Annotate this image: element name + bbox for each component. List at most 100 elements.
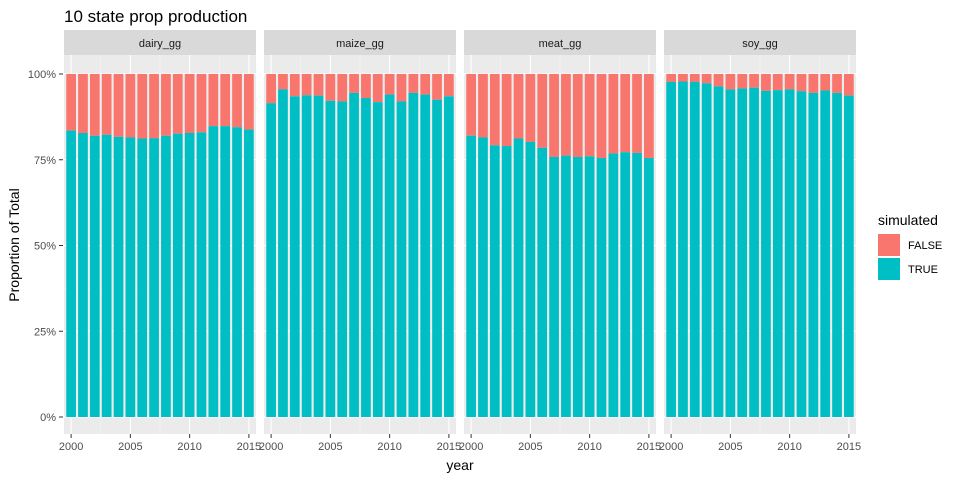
x-tick-label: 2005: [718, 441, 742, 453]
bar-true-2007: [749, 87, 759, 417]
x-tick-label: 2000: [459, 441, 483, 453]
bar-true-2014: [232, 127, 242, 417]
bar-false-2003: [701, 74, 712, 84]
bar-true-2014: [832, 92, 842, 418]
bar-true-2003: [101, 134, 112, 417]
bar-false-2013: [220, 74, 231, 127]
bar-true-2015: [444, 96, 454, 418]
x-tick-label: 2015: [237, 441, 261, 453]
bar-true-2005: [725, 89, 736, 417]
bar-false-2001: [678, 74, 688, 82]
bar-false-2002: [489, 74, 500, 146]
bar-false-2007: [349, 74, 359, 93]
x-tick-label: 2005: [318, 441, 342, 453]
bar-false-2012: [608, 74, 619, 154]
bar-false-2015: [244, 74, 254, 130]
bar-false-2003: [501, 74, 512, 147]
bar-false-2000: [66, 74, 76, 131]
bar-false-2012: [208, 74, 219, 127]
bar-true-2006: [537, 147, 548, 417]
bar-false-2002: [89, 74, 100, 136]
bar-false-2006: [537, 74, 548, 148]
bar-false-2006: [737, 74, 748, 89]
facet-soy_gg: soy_gg 2000 2005 2010 2015: [659, 30, 861, 453]
facet-strip: [64, 30, 256, 55]
bar-false-2004: [513, 74, 524, 139]
bar-true-2008: [361, 98, 371, 417]
bar-false-2000: [266, 74, 276, 104]
bar-true-2003: [701, 83, 712, 418]
bar-true-2010: [384, 94, 395, 417]
facet-strip: [664, 30, 856, 55]
bar-false-2012: [408, 74, 419, 93]
legend-key-false: [878, 234, 900, 256]
bar-true-2002: [89, 135, 100, 418]
x-tick-label: 2015: [637, 441, 661, 453]
bar-true-2013: [420, 94, 431, 417]
bar-true-2006: [337, 101, 348, 417]
x-tick-label: 2000: [659, 441, 683, 453]
bar-false-2009: [372, 74, 383, 103]
bar-true-2002: [289, 96, 300, 418]
bar-false-2005: [325, 74, 336, 101]
bar-true-2006: [137, 138, 148, 417]
bar-false-2001: [478, 74, 488, 138]
bar-true-2008: [761, 90, 771, 417]
bar-false-2003: [301, 74, 312, 96]
bar-true-2001: [678, 81, 688, 418]
y-tick-label: 100%: [28, 69, 56, 81]
bar-true-2008: [161, 135, 171, 418]
bar-true-2009: [572, 157, 583, 418]
bar-true-2007: [549, 157, 559, 418]
x-tick-label: 2005: [518, 441, 542, 453]
bar-false-2005: [125, 74, 136, 138]
bar-true-2011: [596, 158, 607, 417]
bar-true-2015: [644, 158, 654, 417]
bar-false-2013: [820, 74, 831, 91]
bar-false-2014: [232, 74, 242, 128]
bar-false-2014: [632, 74, 642, 153]
bar-false-2005: [725, 74, 736, 90]
legend: simulated FALSE TRUE: [878, 212, 942, 280]
bar-true-2000: [666, 81, 676, 417]
facet-strip-label: maize_gg: [336, 38, 384, 50]
bar-true-2000: [466, 135, 476, 418]
bar-false-2009: [572, 74, 583, 158]
bar-false-2004: [313, 74, 324, 96]
bar-false-2010: [784, 74, 795, 90]
x-tick-label: 2015: [837, 441, 861, 453]
bar-true-2001: [78, 132, 88, 417]
bar-true-2007: [349, 92, 359, 418]
bar-true-2004: [513, 138, 524, 417]
facet-meat_gg: meat_gg 2000 2005 2010 2015: [459, 30, 661, 453]
bar-false-2011: [596, 74, 607, 159]
bar-false-2008: [161, 74, 171, 136]
x-axis-label: year: [446, 457, 474, 473]
x-tick-label: 2010: [577, 441, 601, 453]
bar-false-2004: [113, 74, 124, 137]
bar-false-2010: [584, 74, 595, 157]
bar-true-2003: [501, 146, 512, 417]
bar-true-2009: [172, 133, 183, 417]
bar-false-2007: [149, 74, 159, 139]
bar-false-2005: [525, 74, 536, 142]
bar-false-2008: [561, 74, 571, 156]
bar-false-2001: [278, 74, 288, 90]
bar-true-2009: [372, 102, 383, 417]
facet-strip-label: dairy_gg: [139, 38, 181, 50]
bar-false-2012: [808, 74, 819, 93]
bar-false-2010: [184, 74, 195, 133]
bar-true-2011: [396, 101, 407, 417]
bar-false-2002: [289, 74, 300, 97]
facet-strip-label: soy_gg: [742, 38, 777, 50]
bar-true-2002: [489, 145, 500, 417]
bar-true-2015: [244, 129, 254, 418]
bar-true-2005: [525, 141, 536, 417]
bar-false-2002: [689, 74, 700, 82]
bar-true-2005: [125, 137, 136, 417]
bar-true-2013: [220, 126, 231, 418]
bar-true-2012: [808, 92, 819, 418]
bar-true-2000: [66, 130, 76, 417]
bar-false-2011: [196, 74, 207, 133]
